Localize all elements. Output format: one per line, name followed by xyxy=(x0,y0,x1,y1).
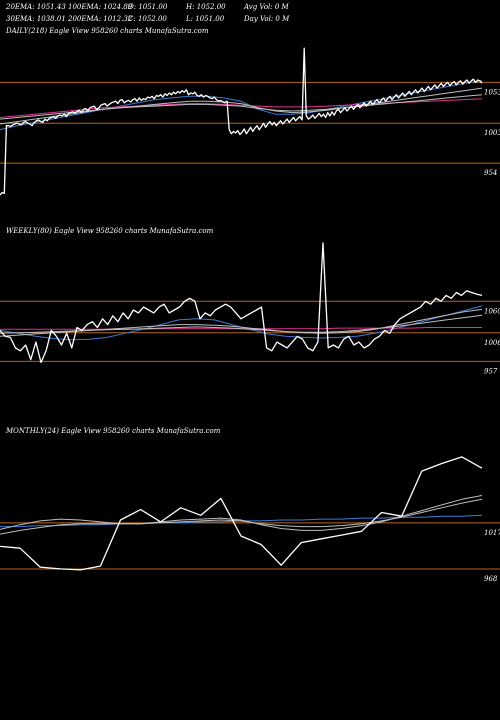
daily-level-label-0: 1053 xyxy=(484,88,500,96)
ema100-value: 100EMA: 1024.89 xyxy=(68,3,133,11)
ema30-value: 30EMA: 1038.01 xyxy=(6,15,66,23)
daily-level-label-1: 1003 xyxy=(484,129,500,137)
ema200-value: 200EMA: 1012.32 xyxy=(68,15,133,23)
monthly-level-label-1: 968 xyxy=(484,575,498,583)
weekly-chart-title: WEEKLY(80) Eagle View 958260 charts Muna… xyxy=(6,227,214,235)
monthly-ema-line-2 xyxy=(0,498,483,535)
open-value: O: 1051.00 xyxy=(128,3,168,11)
low-value: L: 1051.00 xyxy=(186,15,225,23)
day-vol-value: Day Vol: 0 M xyxy=(244,15,290,23)
ema20-value: 20EMA: 1051.43 xyxy=(6,3,66,11)
avg-vol-value: Avg Vol: 0 M xyxy=(244,3,289,11)
header-row-2: 30EMA: 1038.01 200EMA: 1012.32C: 1052.00 L… xyxy=(6,15,289,23)
daily-chart-title: DAILY(218) Eagle View 958260 charts Muna… xyxy=(6,27,209,35)
monthly-chart-title: MONTHLY(24) Eagle View 958260 charts Mun… xyxy=(6,427,221,435)
monthly-price-line-3 xyxy=(0,456,483,571)
close-value: C: 1052.00 xyxy=(128,15,167,23)
daily-level-label-2: 954 xyxy=(484,169,497,177)
weekly-ema-line-3 xyxy=(0,314,483,334)
header-row-1: 20EMA: 1051.43 100EMA: 1024.89O: 1051.00 H… xyxy=(6,3,289,11)
weekly-level-label-1: 1006 xyxy=(484,339,500,347)
weekly-level-label-0: 1060 xyxy=(484,307,500,315)
weekly-level-label-2: 957 xyxy=(484,367,498,375)
monthly-level-label-0: 1017 xyxy=(484,529,500,537)
daily-ema-line-2 xyxy=(0,87,483,125)
high-value: H: 1052.00 xyxy=(186,3,226,11)
daily-price-line-4 xyxy=(0,47,483,196)
weekly-price-line-4 xyxy=(0,242,483,364)
